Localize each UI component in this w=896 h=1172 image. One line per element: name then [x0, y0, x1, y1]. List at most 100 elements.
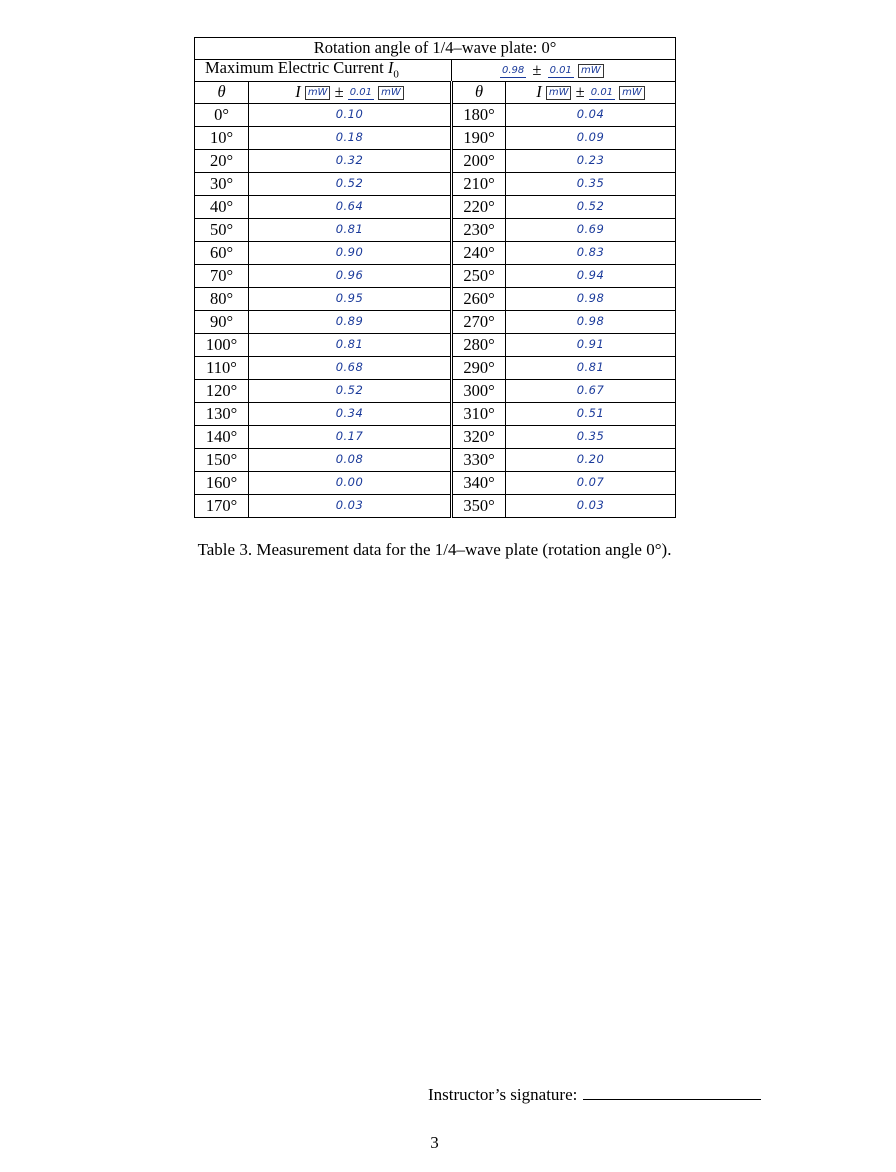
intensity-right-cell: 0.69 [504, 218, 677, 242]
intensity-left-cell: 0.95 [248, 287, 453, 311]
theta-left-cell: 130° [194, 402, 249, 426]
intensity-left-cell: 0.03 [248, 494, 453, 518]
theta-left-cell: 150° [194, 448, 249, 472]
intensity-left-cell: 0.52 [248, 379, 453, 403]
theta-left-cell: 110° [194, 356, 249, 380]
instructor-signature: Instructor’s signature: [428, 1083, 762, 1105]
theta-right-cell: 230° [450, 218, 506, 242]
signature-line[interactable] [583, 1083, 762, 1100]
theta-left-cell: 30° [194, 172, 249, 196]
theta-left-cell: 70° [194, 264, 249, 288]
intensity-left-cell: 0.17 [248, 425, 453, 449]
measurement-table: Rotation angle of 1/4–wave plate: 0° Max… [193, 37, 677, 518]
table-row: 130° 0.34 310° 0.51 [194, 402, 677, 426]
theta-right-cell: 180° [450, 103, 506, 127]
table-row: 90° 0.89 270° 0.98 [194, 310, 677, 334]
theta-right-cell: 350° [450, 494, 506, 518]
theta-right-cell: 310° [450, 402, 506, 426]
intensity-right-cell: 0.07 [504, 471, 677, 495]
table-title: Rotation angle of 1/4–wave plate: 0° [193, 37, 677, 60]
theta-header-right: θ [450, 81, 506, 104]
theta-left-cell: 20° [194, 149, 249, 173]
intensity-right-cell: 0.35 [504, 172, 677, 196]
page-number: 3 [430, 1133, 439, 1152]
theta-right-cell: 300° [450, 379, 506, 403]
theta-right-cell: 240° [450, 241, 506, 265]
intensity-left-cell: 0.96 [248, 264, 453, 288]
table-row: 110° 0.68 290° 0.81 [194, 356, 677, 380]
theta-left-cell: 170° [194, 494, 249, 518]
theta-right-cell: 330° [450, 448, 506, 472]
table-row: 100° 0.81 280° 0.91 [194, 333, 677, 357]
theta-right-cell: 290° [450, 356, 506, 380]
theta-left-cell: 50° [194, 218, 249, 242]
theta-left-cell: 90° [194, 310, 249, 334]
theta-right-cell: 270° [450, 310, 506, 334]
intensity-left-cell: 0.81 [248, 218, 453, 242]
table-row: 50° 0.81 230° 0.69 [194, 218, 677, 242]
table-row: 10° 0.18 190° 0.09 [194, 126, 677, 150]
signature-label: Instructor’s signature: [428, 1085, 578, 1104]
intensity-header-left: I mW ± 0.01 mW [248, 81, 453, 104]
intensity-right-cell: 0.83 [504, 241, 677, 265]
intensity-right-cell: 0.20 [504, 448, 677, 472]
intensity-left-cell: 0.18 [248, 126, 453, 150]
intensity-left-cell: 0.10 [248, 103, 453, 127]
intensity-left-cell: 0.00 [248, 471, 453, 495]
table-row: 160° 0.00 340° 0.07 [194, 471, 677, 495]
theta-left-cell: 120° [194, 379, 249, 403]
intensity-left-cell: 0.52 [248, 172, 453, 196]
intensity-right-cell: 0.81 [504, 356, 677, 380]
theta-right-cell: 210° [450, 172, 506, 196]
table-row: 40° 0.64 220° 0.52 [194, 195, 677, 219]
intensity-right-cell: 0.98 [504, 310, 677, 334]
table-row: 150° 0.08 330° 0.20 [194, 448, 677, 472]
theta-header-left: θ [194, 81, 249, 104]
table-row: 20° 0.32 200° 0.23 [194, 149, 677, 173]
intensity-left-cell: 0.34 [248, 402, 453, 426]
intensity-left-cell: 0.90 [248, 241, 453, 265]
table-row: 120° 0.52 300° 0.67 [194, 379, 677, 403]
table-row: 60° 0.90 240° 0.83 [194, 241, 677, 265]
theta-right-cell: 280° [450, 333, 506, 357]
intensity-right-cell: 0.23 [504, 149, 677, 173]
theta-right-cell: 250° [450, 264, 506, 288]
theta-right-cell: 190° [450, 126, 506, 150]
theta-left-cell: 140° [194, 425, 249, 449]
intensity-left-cell: 0.32 [248, 149, 453, 173]
table-row: 70° 0.96 250° 0.94 [194, 264, 677, 288]
intensity-left-cell: 0.08 [248, 448, 453, 472]
intensity-right-cell: 0.51 [504, 402, 677, 426]
intensity-left-cell: 0.68 [248, 356, 453, 380]
intensity-right-cell: 0.91 [504, 333, 677, 357]
theta-left-cell: 10° [194, 126, 249, 150]
max-current-label: Maximum Electric Current I0 [194, 59, 452, 82]
theta-left-cell: 100° [194, 333, 249, 357]
table-row: 140° 0.17 320° 0.35 [194, 425, 677, 449]
intensity-right-cell: 0.98 [504, 287, 677, 311]
intensity-right-cell: 0.67 [504, 379, 677, 403]
table-caption: Table 3. Measurement data for the 1/4–wa… [197, 540, 672, 559]
intensity-right-cell: 0.03 [504, 494, 677, 518]
theta-right-cell: 260° [450, 287, 506, 311]
table-row: 30° 0.52 210° 0.35 [194, 172, 677, 196]
table-row: 0° 0.10 180° 0.04 [194, 103, 677, 127]
theta-left-cell: 80° [194, 287, 249, 311]
theta-left-cell: 0° [194, 103, 249, 127]
intensity-right-cell: 0.35 [504, 425, 677, 449]
intensity-left-cell: 0.89 [248, 310, 453, 334]
intensity-right-cell: 0.94 [504, 264, 677, 288]
theta-right-cell: 340° [450, 471, 506, 495]
intensity-right-cell: 0.52 [504, 195, 677, 219]
intensity-header-right: I mW ± 0.01 mW [504, 81, 677, 104]
table-row: 80° 0.95 260° 0.98 [194, 287, 677, 311]
theta-right-cell: 320° [450, 425, 506, 449]
theta-right-cell: 200° [450, 149, 506, 173]
intensity-right-cell: 0.09 [504, 126, 677, 150]
max-current-value: 0.98 ± 0.01 mW [450, 59, 677, 82]
theta-left-cell: 160° [194, 471, 249, 495]
intensity-left-cell: 0.81 [248, 333, 453, 357]
table-row: 170° 0.03 350° 0.03 [194, 494, 677, 518]
theta-right-cell: 220° [450, 195, 506, 219]
theta-left-cell: 60° [194, 241, 249, 265]
